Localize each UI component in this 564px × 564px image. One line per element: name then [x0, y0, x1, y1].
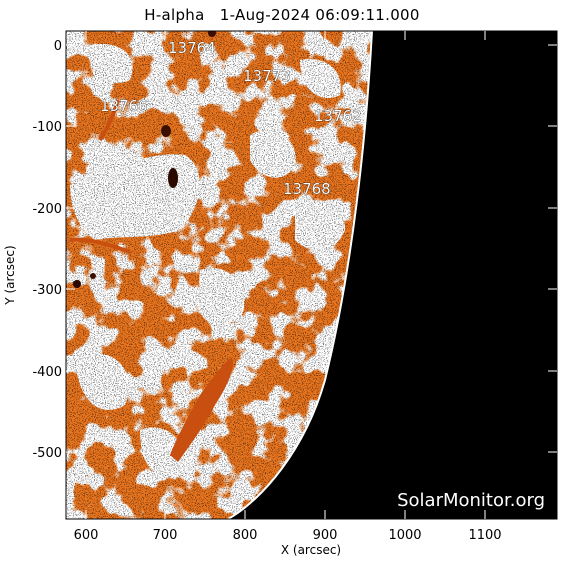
x-tick-label: 900 — [313, 528, 338, 543]
solar-limb — [227, 31, 373, 519]
x-tick-label: 600 — [74, 528, 99, 543]
region-label: 13762 — [314, 107, 362, 125]
filament — [170, 358, 234, 462]
x-tick-label: 700 — [153, 528, 178, 543]
x-tick-label: 1000 — [388, 528, 421, 543]
x-tick-label: 1100 — [468, 528, 501, 543]
tick-marks — [66, 31, 557, 519]
sunspot — [168, 168, 178, 188]
y-tick-label: -200 — [32, 202, 62, 217]
x-axis-label: X (arcsec) — [281, 543, 341, 557]
region-label: 13768 — [283, 180, 331, 198]
y-tick-label: -400 — [32, 365, 62, 380]
region-label: 13773 — [243, 67, 291, 85]
sunspot — [73, 280, 81, 288]
region-label: 13764 — [168, 39, 216, 57]
y-tick-label: -500 — [32, 446, 62, 461]
y-tick-label: -100 — [32, 120, 62, 135]
y-axis-label: Y (arcsec) — [3, 245, 17, 305]
watermark: SolarMonitor.org — [397, 490, 545, 511]
x-tick-label: 800 — [233, 528, 258, 543]
y-tick-label: 0 — [54, 39, 62, 54]
sunspot — [161, 125, 171, 137]
plot-frame — [65, 30, 558, 520]
region-label: 13766 — [100, 97, 148, 115]
sunspot — [90, 273, 96, 279]
y-tick-label: -300 — [32, 283, 62, 298]
sunspot — [208, 31, 216, 37]
image-title: H-alpha 1-Aug-2024 06:09:11.000 — [144, 6, 420, 24]
